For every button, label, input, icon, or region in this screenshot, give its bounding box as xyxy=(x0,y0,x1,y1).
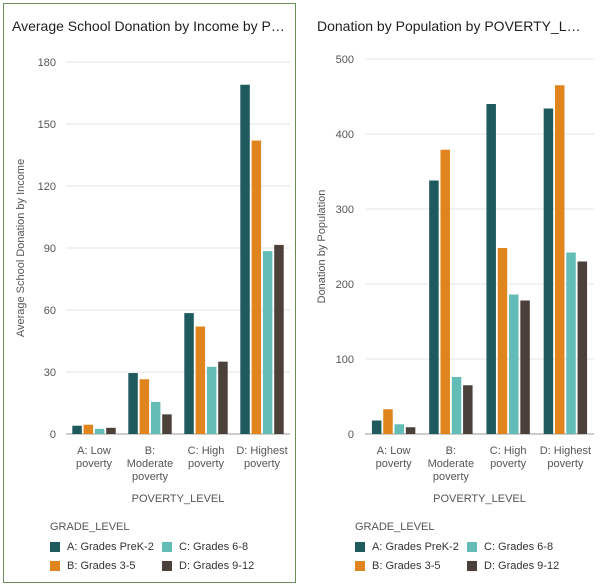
chart-panel-average-donation: Average School Donation by Income by P… … xyxy=(3,3,296,583)
x-axis-title: POVERTY_LEVEL xyxy=(132,493,225,505)
legend-label: A: Grades PreK-2 xyxy=(372,541,459,553)
bar[interactable] xyxy=(577,261,588,435)
bar[interactable] xyxy=(240,84,250,434)
legend-swatch xyxy=(355,561,365,571)
bar[interactable] xyxy=(497,248,508,434)
bar[interactable] xyxy=(520,300,530,435)
bar[interactable] xyxy=(566,252,576,435)
legend-label: D: Grades 9-12 xyxy=(484,560,560,572)
bar[interactable] xyxy=(440,149,450,434)
bar-chart-donation-by-population: 0 100 200 300 400 500 A: Low poverty B: Moderate p… xyxy=(316,54,594,505)
bar[interactable] xyxy=(251,140,262,435)
y-tick-label: 200 xyxy=(336,279,354,291)
bar[interactable] xyxy=(218,361,228,434)
bar[interactable] xyxy=(383,409,393,434)
y-tick-label: 0 xyxy=(50,429,56,441)
bar[interactable] xyxy=(543,108,554,435)
y-tick-label: 30 xyxy=(44,367,56,379)
x-tick-label: D: Highest poverty xyxy=(540,445,591,470)
bar[interactable] xyxy=(405,427,416,434)
legend-swatch xyxy=(355,542,365,552)
legend-label: B: Grades 3-5 xyxy=(67,560,136,572)
legend-item[interactable]: C: Grades 6-8 xyxy=(467,541,587,553)
bar[interactable] xyxy=(206,366,217,434)
bar[interactable] xyxy=(429,180,439,435)
x-tick-label: A: Low poverty xyxy=(76,445,113,470)
bar[interactable] xyxy=(150,401,161,434)
bar[interactable] xyxy=(486,104,496,434)
bar[interactable] xyxy=(106,427,116,434)
legend-label: C: Grades 6-8 xyxy=(179,541,249,553)
legend-swatch xyxy=(467,542,477,552)
y-tick-label: 90 xyxy=(44,243,56,255)
legend-item[interactable]: D: Grades 9-12 xyxy=(162,560,282,572)
bar[interactable] xyxy=(451,377,462,434)
bar[interactable] xyxy=(371,420,382,435)
legend-item[interactable]: A: Grades PreK-2 xyxy=(355,541,467,553)
y-tick-label: 100 xyxy=(336,354,354,366)
legend-swatch xyxy=(50,542,60,552)
y-tick-label: 400 xyxy=(336,129,354,141)
y-tick-label: 60 xyxy=(44,305,56,317)
y-tick-label: 500 xyxy=(336,54,354,66)
legend: A: Grades PreK-2 C: Grades 6-8 B: Grades… xyxy=(50,541,290,572)
legend-label: B: Grades 3-5 xyxy=(372,560,441,572)
legend-item[interactable]: B: Grades 3-5 xyxy=(50,560,162,572)
x-axis-title: POVERTY_LEVEL xyxy=(433,493,526,505)
legend-swatch xyxy=(162,542,172,552)
x-tick-label: C: High poverty xyxy=(188,445,225,470)
legend-swatch xyxy=(162,561,172,571)
legend-item[interactable]: B: Grades 3-5 xyxy=(355,560,467,572)
x-tick-label: A: Low poverty xyxy=(376,445,413,470)
legend-title: GRADE_LEVEL xyxy=(50,521,130,533)
legend-title: GRADE_LEVEL xyxy=(355,521,435,533)
bar-chart-average-donation: 0 30 60 90 120 150 180 A: Low poverty B: Moderate p… xyxy=(15,57,290,505)
x-tick-label: C: High poverty xyxy=(490,445,527,470)
bar[interactable] xyxy=(463,385,473,434)
x-tick-label: B: Moderate poverty xyxy=(127,445,173,483)
legend: A: Grades PreK-2 C: Grades 6-8 B: Grades… xyxy=(355,541,595,572)
bar[interactable] xyxy=(195,326,206,434)
chart-panel-donation-by-population: Donation by Population by POVERTY_LEV… 0… xyxy=(308,3,597,583)
bar[interactable] xyxy=(394,424,405,434)
legend-swatch xyxy=(467,561,477,571)
y-tick-label: 120 xyxy=(38,181,56,193)
bar[interactable] xyxy=(83,424,94,434)
legend-label: C: Grades 6-8 xyxy=(484,541,554,553)
y-tick-label: 0 xyxy=(348,429,354,441)
y-tick-label: 180 xyxy=(38,57,56,69)
legend-item[interactable]: A: Grades PreK-2 xyxy=(50,541,162,553)
x-tick-label: B: Moderate poverty xyxy=(428,445,474,483)
bar[interactable] xyxy=(128,373,138,434)
legend-label: A: Grades PreK-2 xyxy=(67,541,154,553)
bar[interactable] xyxy=(274,244,284,434)
legend-item[interactable]: C: Grades 6-8 xyxy=(162,541,282,553)
y-tick-label: 150 xyxy=(38,119,56,131)
bar[interactable] xyxy=(262,251,273,434)
bar[interactable] xyxy=(72,425,82,434)
bar[interactable] xyxy=(554,85,565,434)
legend-item[interactable]: D: Grades 9-12 xyxy=(467,560,587,572)
x-tick-label: D: Highest poverty xyxy=(236,445,287,470)
bar[interactable] xyxy=(139,379,150,434)
bar[interactable] xyxy=(162,414,172,434)
bar[interactable] xyxy=(184,313,194,434)
y-tick-label: 300 xyxy=(336,204,354,216)
y-axis-title: Donation by Population xyxy=(316,190,328,304)
y-axis-title: Average School Donation by Income xyxy=(15,159,27,337)
bar[interactable] xyxy=(94,428,105,434)
legend-swatch xyxy=(50,561,60,571)
legend-label: D: Grades 9-12 xyxy=(179,560,255,572)
bar[interactable] xyxy=(509,294,519,435)
